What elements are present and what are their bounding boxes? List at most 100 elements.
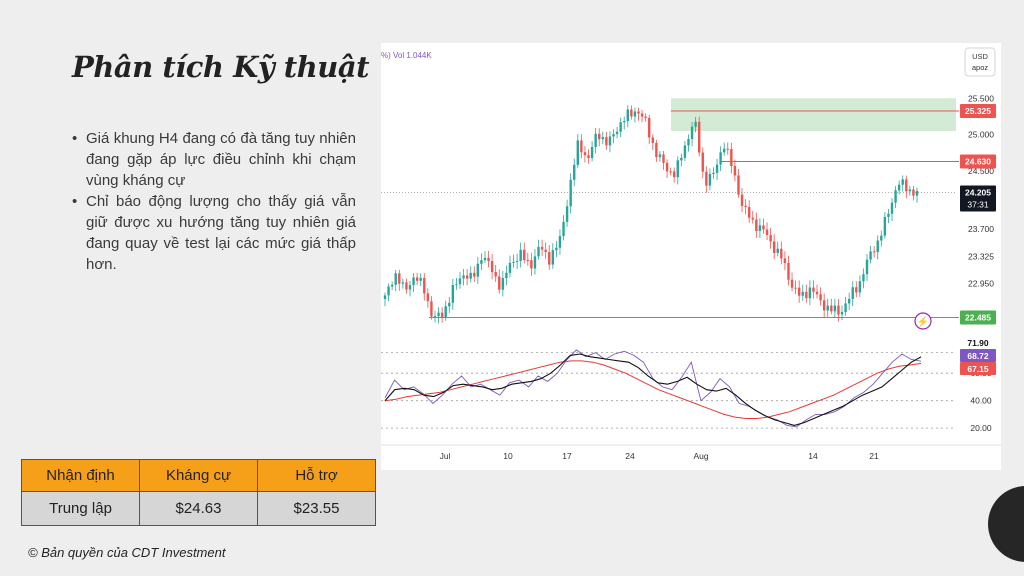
rsi-badge (960, 362, 996, 375)
candle-body (462, 275, 465, 279)
resistance-zone (671, 98, 956, 131)
candle-body (669, 171, 672, 173)
candle-body (512, 261, 515, 263)
candle-body (662, 154, 665, 163)
candle-body (440, 312, 444, 318)
stoch-line (384, 353, 922, 426)
current-price-badge (960, 185, 996, 212)
candle-body (805, 291, 808, 299)
candle-body (897, 184, 901, 191)
candle-body (590, 146, 594, 158)
candle-body (840, 312, 844, 315)
candle-body (747, 207, 751, 218)
candle-body (880, 235, 883, 241)
x-tick-label: 24 (625, 451, 635, 461)
candle-body (883, 216, 887, 236)
candle-body (394, 273, 397, 285)
bullet-item: Chỉ báo động lượng cho thấy giá vẫn giữ … (72, 191, 356, 275)
candle-body (780, 248, 783, 259)
lightning-icon[interactable] (914, 312, 932, 330)
level-badge (960, 154, 996, 169)
header-resistance: Kháng cự (139, 459, 258, 492)
candle-body (715, 164, 719, 173)
candle-body (844, 303, 847, 313)
candle-body (690, 126, 694, 140)
candle-body (658, 154, 662, 158)
current-price-text: 24.205 (965, 187, 991, 197)
candle-body (562, 221, 565, 237)
candle-body (423, 277, 426, 294)
candle-body (687, 139, 690, 146)
candle-body (837, 305, 840, 315)
chart-svg: 25.50025.00024.50023.70023.32522.95060.0… (381, 47, 1001, 461)
rsi-tick-label: 40.00 (970, 396, 992, 406)
candle-body (426, 293, 430, 302)
candle-body (415, 277, 419, 281)
candle-body (490, 261, 494, 273)
candle-body (730, 149, 733, 167)
decorative-circle (988, 486, 1024, 562)
x-tick-label: 14 (808, 451, 818, 461)
candle-body (465, 275, 469, 279)
candle-body (383, 295, 387, 299)
candle-body (533, 256, 537, 269)
candle-body (587, 155, 590, 158)
candle-body (608, 136, 612, 146)
page-title: Phân tích Kỹ thuật (72, 50, 370, 84)
candle-body (448, 302, 451, 307)
candle-body (755, 219, 758, 232)
candle-body (551, 250, 555, 265)
candle-body (726, 148, 729, 150)
candle-body (573, 164, 576, 180)
x-tick-label: Jul (440, 451, 451, 461)
candle-body (776, 248, 779, 253)
candle-body (612, 134, 615, 137)
candle-body (698, 121, 701, 153)
candle-body (483, 258, 487, 261)
candle-body (623, 121, 626, 123)
candle-body (744, 205, 747, 208)
analysis-bullets: Giá khung H4 đang có đà tăng tuy nhiên đ… (72, 128, 356, 275)
price-tick-label: 23.700 (968, 224, 994, 234)
countdown-text: 37:31 (967, 199, 989, 209)
price-chart[interactable]: 25.50025.00024.50023.70023.32522.95060.0… (381, 43, 1001, 470)
candle-body (815, 291, 819, 295)
unit-label: apoz (972, 63, 989, 72)
candle-body (683, 145, 687, 158)
candle-body (915, 190, 919, 196)
rsi-badge (960, 336, 996, 349)
candle-body (819, 294, 822, 301)
candle-body (765, 229, 769, 235)
candle-body (515, 260, 519, 262)
candle-body (651, 137, 654, 143)
candle-body (826, 305, 829, 311)
cell-resistance: $24.63 (139, 491, 258, 526)
candle-body (640, 113, 644, 117)
candle-body (537, 246, 540, 257)
candle-body (401, 282, 405, 284)
candle-body (501, 278, 505, 290)
candle-body (830, 305, 833, 312)
level-badge-text: 24.630 (965, 157, 991, 167)
candle-body (872, 251, 876, 253)
candle-body (808, 287, 812, 299)
candle-body (851, 287, 854, 299)
candle-body (680, 157, 683, 161)
candle-body (740, 194, 744, 206)
rsi-badge-text: 67.15 (967, 364, 989, 374)
candle-body (737, 175, 740, 195)
candle-body (722, 148, 726, 153)
candle-body (865, 259, 869, 275)
rsi-badge-text: 68.72 (967, 351, 989, 361)
price-tick-label: 23.325 (968, 251, 994, 261)
cell-assessment: Trung lập (21, 491, 140, 526)
candle-body (887, 213, 890, 217)
candle-body (555, 247, 558, 251)
candle-body (701, 152, 704, 172)
candle-body (548, 252, 551, 265)
copyright-text: © Bản quyền của CDT Investment (28, 545, 226, 560)
candle-body (540, 246, 544, 250)
candle-body (869, 251, 872, 260)
price-tick-label: 25.500 (968, 93, 994, 103)
currency-badge[interactable] (964, 47, 996, 77)
